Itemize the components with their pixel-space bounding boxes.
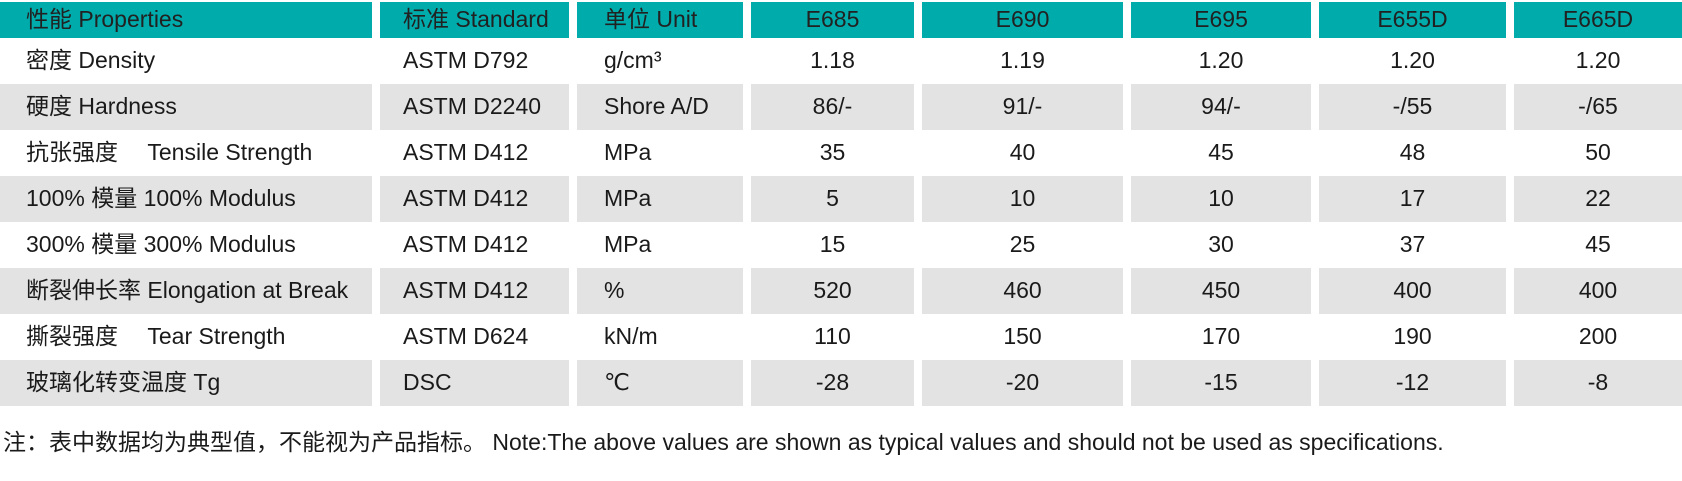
properties-table: 性能 Properties 标准 Standard 单位 Unit E685 E… xyxy=(0,2,1682,406)
standard-cell: ASTM D412 xyxy=(372,268,569,314)
column-header-e690: E690 xyxy=(914,2,1123,38)
value-cell: -20 xyxy=(914,360,1123,406)
property-name-cell: 玻璃化转变温度 Tg xyxy=(0,360,372,406)
value-cell: 10 xyxy=(1123,176,1311,222)
value-cell: 30 xyxy=(1123,222,1311,268)
standard-cell: ASTM D412 xyxy=(372,176,569,222)
value-cell: 1.18 xyxy=(743,38,914,84)
value-cell: 400 xyxy=(1506,268,1682,314)
value-cell: 1.19 xyxy=(914,38,1123,84)
property-name-cell: 撕裂强度 Tear Strength xyxy=(0,314,372,360)
value-cell: 48 xyxy=(1311,130,1506,176)
table-row: 硬度 Hardness ASTM D2240 Shore A/D 86/- 91… xyxy=(0,84,1682,130)
value-cell: 22 xyxy=(1506,176,1682,222)
unit-cell: MPa xyxy=(569,222,743,268)
value-cell: -/55 xyxy=(1311,84,1506,130)
value-cell: 86/- xyxy=(743,84,914,130)
value-cell: 15 xyxy=(743,222,914,268)
value-cell: 190 xyxy=(1311,314,1506,360)
value-cell: 40 xyxy=(914,130,1123,176)
property-name-cell: 密度 Density xyxy=(0,38,372,84)
value-cell: 450 xyxy=(1123,268,1311,314)
value-cell: 50 xyxy=(1506,130,1682,176)
value-cell: 1.20 xyxy=(1311,38,1506,84)
property-name-cell: 硬度 Hardness xyxy=(0,84,372,130)
column-header-e685: E685 xyxy=(743,2,914,38)
standard-cell: ASTM D412 xyxy=(372,130,569,176)
unit-cell: g/cm³ xyxy=(569,38,743,84)
table-row: 抗张强度 Tensile Strength ASTM D412 MPa 35 4… xyxy=(0,130,1682,176)
value-cell: 400 xyxy=(1311,268,1506,314)
value-cell: 1.20 xyxy=(1123,38,1311,84)
value-cell: 520 xyxy=(743,268,914,314)
standard-cell: ASTM D412 xyxy=(372,222,569,268)
table-row: 断裂伸长率 Elongation at Break ASTM D412 % 52… xyxy=(0,268,1682,314)
value-cell: 91/- xyxy=(914,84,1123,130)
column-header-e695: E695 xyxy=(1123,2,1311,38)
unit-cell: % xyxy=(569,268,743,314)
value-cell: 94/- xyxy=(1123,84,1311,130)
table-header-row: 性能 Properties 标准 Standard 单位 Unit E685 E… xyxy=(0,2,1682,38)
value-cell: 17 xyxy=(1311,176,1506,222)
table-row: 300% 模量 300% Modulus ASTM D412 MPa 15 25… xyxy=(0,222,1682,268)
value-cell: 45 xyxy=(1506,222,1682,268)
column-header-unit: 单位 Unit xyxy=(569,2,743,38)
value-cell: 45 xyxy=(1123,130,1311,176)
value-cell: 10 xyxy=(914,176,1123,222)
property-name-cell: 抗张强度 Tensile Strength xyxy=(0,130,372,176)
unit-cell: kN/m xyxy=(569,314,743,360)
unit-cell: ℃ xyxy=(569,360,743,406)
standard-cell: ASTM D2240 xyxy=(372,84,569,130)
standard-cell: DSC xyxy=(372,360,569,406)
value-cell: -/65 xyxy=(1506,84,1682,130)
value-cell: 110 xyxy=(743,314,914,360)
value-cell: -8 xyxy=(1506,360,1682,406)
value-cell: 35 xyxy=(743,130,914,176)
value-cell: 37 xyxy=(1311,222,1506,268)
column-header-standard: 标准 Standard xyxy=(372,2,569,38)
value-cell: -15 xyxy=(1123,360,1311,406)
table-footnote: 注：表中数据均为典型值，不能视为产品指标。 Note:The above val… xyxy=(3,429,1444,455)
property-name-cell: 300% 模量 300% Modulus xyxy=(0,222,372,268)
table-row: 撕裂强度 Tear Strength ASTM D624 kN/m 110 15… xyxy=(0,314,1682,360)
value-cell: -28 xyxy=(743,360,914,406)
column-header-properties: 性能 Properties xyxy=(0,2,372,38)
value-cell: 170 xyxy=(1123,314,1311,360)
value-cell: 200 xyxy=(1506,314,1682,360)
value-cell: 25 xyxy=(914,222,1123,268)
unit-cell: MPa xyxy=(569,176,743,222)
value-cell: -12 xyxy=(1311,360,1506,406)
value-cell: 1.20 xyxy=(1506,38,1682,84)
standard-cell: ASTM D624 xyxy=(372,314,569,360)
column-header-e655d: E655D xyxy=(1311,2,1506,38)
property-name-cell: 100% 模量 100% Modulus xyxy=(0,176,372,222)
table-row: 玻璃化转变温度 Tg DSC ℃ -28 -20 -15 -12 -8 xyxy=(0,360,1682,406)
column-header-e665d: E665D xyxy=(1506,2,1682,38)
value-cell: 150 xyxy=(914,314,1123,360)
unit-cell: MPa xyxy=(569,130,743,176)
table-row: 密度 Density ASTM D792 g/cm³ 1.18 1.19 1.2… xyxy=(0,38,1682,84)
table-row: 100% 模量 100% Modulus ASTM D412 MPa 5 10 … xyxy=(0,176,1682,222)
value-cell: 460 xyxy=(914,268,1123,314)
value-cell: 5 xyxy=(743,176,914,222)
standard-cell: ASTM D792 xyxy=(372,38,569,84)
unit-cell: Shore A/D xyxy=(569,84,743,130)
property-name-cell: 断裂伸长率 Elongation at Break xyxy=(0,268,372,314)
